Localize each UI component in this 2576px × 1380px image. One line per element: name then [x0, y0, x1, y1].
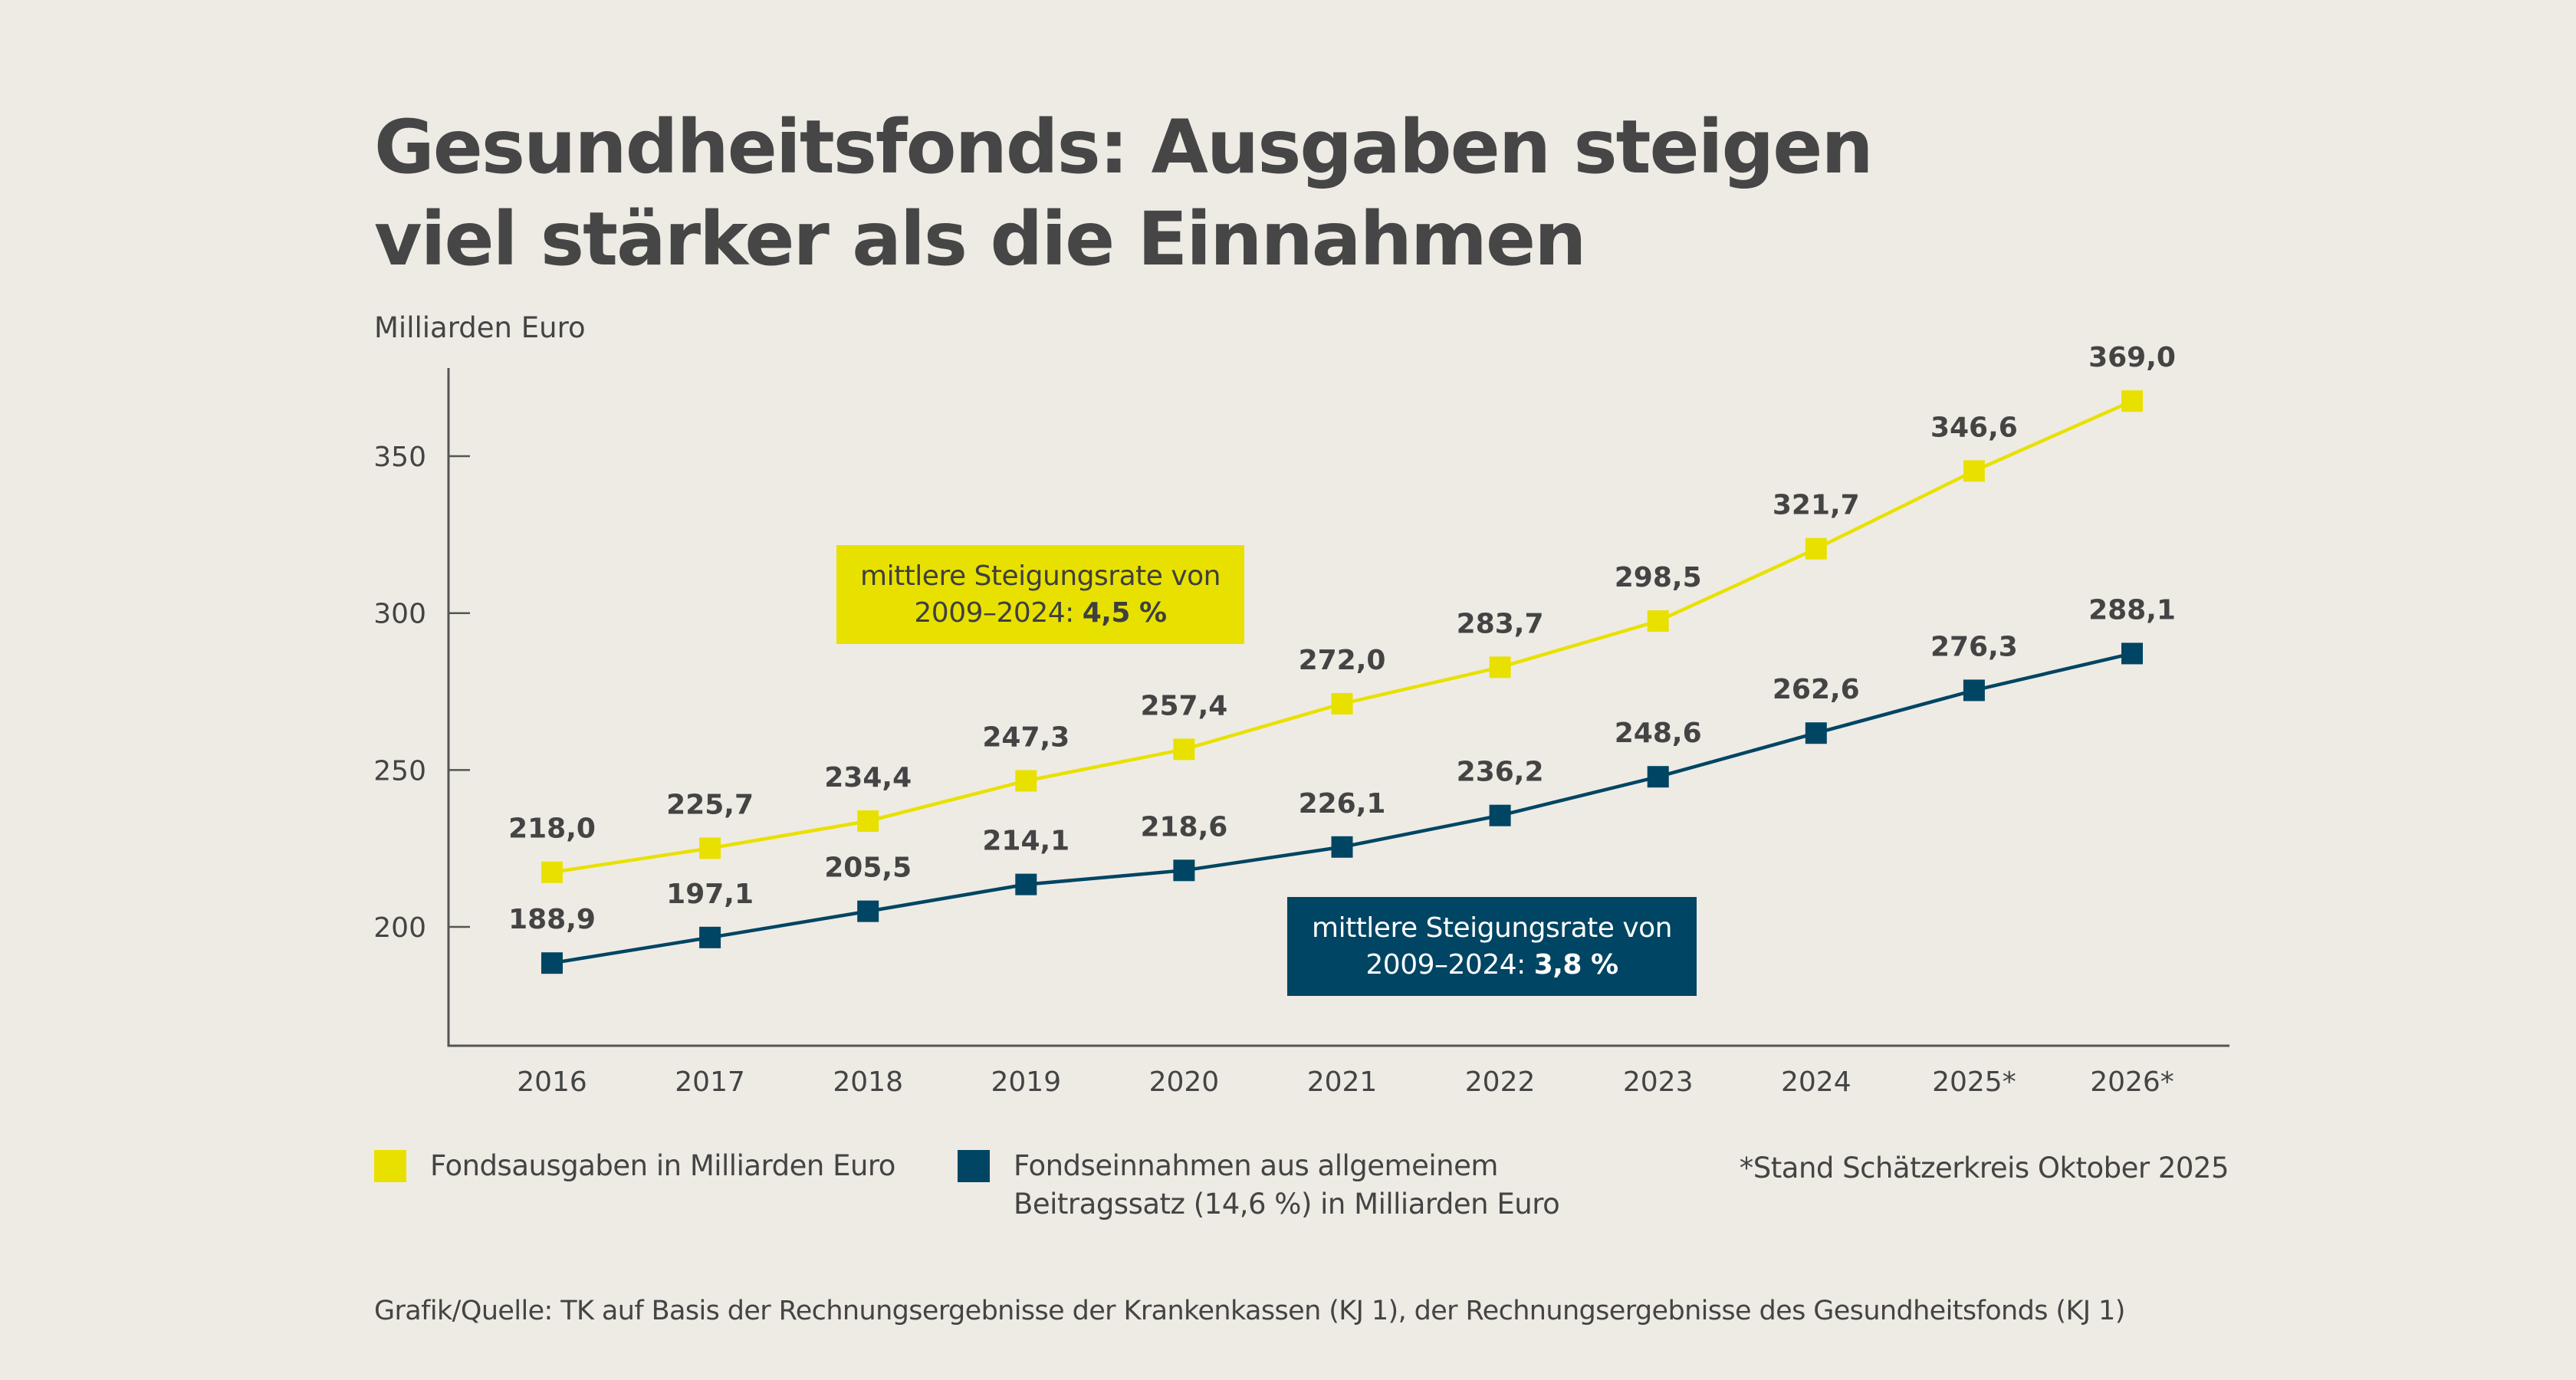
data-point-marker-einnahmen	[1805, 722, 1827, 744]
data-point-marker-ausgaben	[699, 837, 721, 859]
y-tick-label: 300	[373, 599, 426, 630]
legend-swatch-navy-square-icon	[958, 1150, 990, 1182]
series-lines	[551, 399, 2133, 965]
legend-label-einnahmen-line-1: Fondseinnahmen aus allgemeinem	[1014, 1149, 1498, 1182]
data-point-marker-einnahmen	[1489, 804, 1511, 826]
data-label-ausgaben: 283,7	[1457, 608, 1544, 639]
data-label-einnahmen: 262,6	[1773, 674, 1860, 705]
annotation-ausgaben-line-2: 2009–2024: 4,5 %	[914, 595, 1167, 632]
legend-label-einnahmen: Fondseinnahmen aus allgemeinem Beitragss…	[1014, 1147, 1560, 1224]
x-tick-label: 2023	[1623, 1066, 1694, 1098]
data-label-ausgaben: 247,3	[982, 721, 1070, 753]
data-label-einnahmen: 236,2	[1457, 757, 1544, 788]
data-labels: 218,0 225,7 234,4 247,3 257,4 272,0 283,7 298,5…	[508, 342, 2176, 935]
data-label-ausgaben: 346,6	[1930, 412, 2018, 443]
data-label-ausgaben: 218,0	[508, 813, 596, 845]
data-point-marker-ausgaben	[1331, 692, 1353, 715]
y-ticks: 200 250 300 350	[373, 442, 470, 944]
chart-title-line-2: viel stärker als die Einnahmen	[374, 196, 1586, 282]
annotation-einnahmen-growth-rate: mittlere Steigungsrate von 2009–2024: 3,…	[1287, 897, 1697, 996]
data-point-marker-einnahmen	[1331, 836, 1353, 858]
data-label-einnahmen: 248,6	[1615, 718, 1702, 749]
data-label-ausgaben: 321,7	[1773, 490, 1860, 521]
data-label-ausgaben: 298,5	[1615, 562, 1702, 593]
legend-swatch-yellow-square-icon	[374, 1150, 406, 1182]
data-point-marker-einnahmen	[1963, 679, 1985, 702]
legend-item-ausgaben: Fondsausgaben in Milliarden Euro	[374, 1149, 895, 1185]
annotation-ausgaben-value: 4,5 %	[1082, 596, 1167, 629]
x-tick-labels: 2016 2017 2018 2019 2020 2021 2022 2023 2024 2025…	[517, 1066, 2174, 1098]
data-label-ausgaben: 257,4	[1140, 690, 1227, 721]
data-label-einnahmen: 188,9	[508, 904, 596, 935]
axes	[447, 368, 2229, 1047]
data-point-marker-einnahmen	[1647, 766, 1669, 788]
annotation-einnahmen-period: 2009–2024:	[1365, 948, 1534, 981]
data-label-einnahmen: 214,1	[982, 826, 1070, 857]
annotation-ausgaben-line-1: mittlere Steigungsrate von	[860, 560, 1221, 592]
series-markers	[541, 390, 2143, 974]
x-tick-label: 2021	[1307, 1066, 1378, 1098]
legend-item-einnahmen: Fondseinnahmen aus allgemeinem Beitragss…	[958, 1147, 1560, 1224]
chart-title-line-1: Gesundheitsfonds: Ausgaben steigen	[374, 104, 1874, 190]
annotation-ausgaben-growth-rate: mittlere Steigungsrate von 2009–2024: 4,…	[836, 545, 1244, 644]
data-label-einnahmen: 205,5	[824, 853, 912, 884]
data-point-marker-ausgaben	[2121, 390, 2143, 412]
y-tick-label: 200	[373, 912, 426, 944]
annotation-einnahmen-line-1: mittlere Steigungsrate von	[1312, 912, 1672, 944]
data-point-marker-ausgaben	[1647, 610, 1669, 632]
x-tick-label: 2019	[991, 1066, 1061, 1098]
legend-label-einnahmen-line-2: Beitragssatz (14,6 %) in Milliarden Euro	[1014, 1188, 1560, 1221]
x-tick-label: 2018	[833, 1066, 903, 1098]
x-tick-label: 2017	[675, 1066, 745, 1098]
x-tick-label: 2020	[1149, 1066, 1220, 1098]
data-point-marker-einnahmen	[699, 926, 721, 948]
data-label-einnahmen: 218,6	[1140, 811, 1227, 843]
data-point-marker-ausgaben	[541, 861, 563, 883]
data-point-marker-ausgaben	[1173, 738, 1195, 761]
data-point-marker-ausgaben	[1805, 537, 1827, 560]
data-point-marker-einnahmen	[1173, 859, 1195, 882]
data-label-einnahmen: 226,1	[1299, 788, 1386, 820]
x-tick-label: 2025*	[1932, 1066, 2016, 1098]
annotation-ausgaben-period: 2009–2024:	[914, 596, 1083, 629]
data-label-einnahmen: 276,3	[1930, 631, 2018, 662]
legend-label-ausgaben: Fondsausgaben in Milliarden Euro	[430, 1149, 895, 1182]
x-tick-label: 2026*	[2090, 1066, 2174, 1098]
data-label-ausgaben: 225,7	[666, 789, 754, 820]
data-point-marker-einnahmen	[541, 952, 563, 974]
data-point-marker-ausgaben	[1963, 460, 1985, 482]
y-tick-label: 250	[373, 755, 426, 787]
footnote: *Stand Schätzerkreis Oktober 2025	[1739, 1152, 2229, 1184]
chart-title: Gesundheitsfonds: Ausgaben steigen viel …	[374, 101, 1874, 285]
data-point-marker-ausgaben	[1489, 656, 1511, 678]
data-point-marker-einnahmen	[857, 900, 879, 922]
data-point-marker-einnahmen	[1015, 873, 1037, 895]
x-tick-label: 2022	[1465, 1066, 1536, 1098]
data-label-einnahmen: 288,1	[2088, 594, 2176, 626]
x-tick-label: 2016	[517, 1066, 587, 1098]
y-axis-unit-label: Milliarden Euro	[374, 311, 586, 344]
data-point-marker-ausgaben	[857, 810, 879, 832]
source-note: Grafik/Quelle: TK auf Basis der Rechnung…	[374, 1296, 2125, 1326]
x-tick-label: 2024	[1781, 1066, 1852, 1098]
annotation-einnahmen-line-2: 2009–2024: 3,8 %	[1365, 947, 1618, 984]
data-label-ausgaben: 272,0	[1299, 645, 1386, 676]
data-label-ausgaben: 234,4	[824, 762, 912, 794]
annotation-einnahmen-value: 3,8 %	[1533, 948, 1618, 981]
data-point-marker-einnahmen	[2121, 642, 2143, 665]
data-label-einnahmen: 197,1	[666, 879, 754, 910]
data-point-marker-ausgaben	[1015, 770, 1037, 792]
y-tick-label: 350	[373, 442, 426, 473]
data-label-ausgaben: 369,0	[2088, 342, 2176, 373]
